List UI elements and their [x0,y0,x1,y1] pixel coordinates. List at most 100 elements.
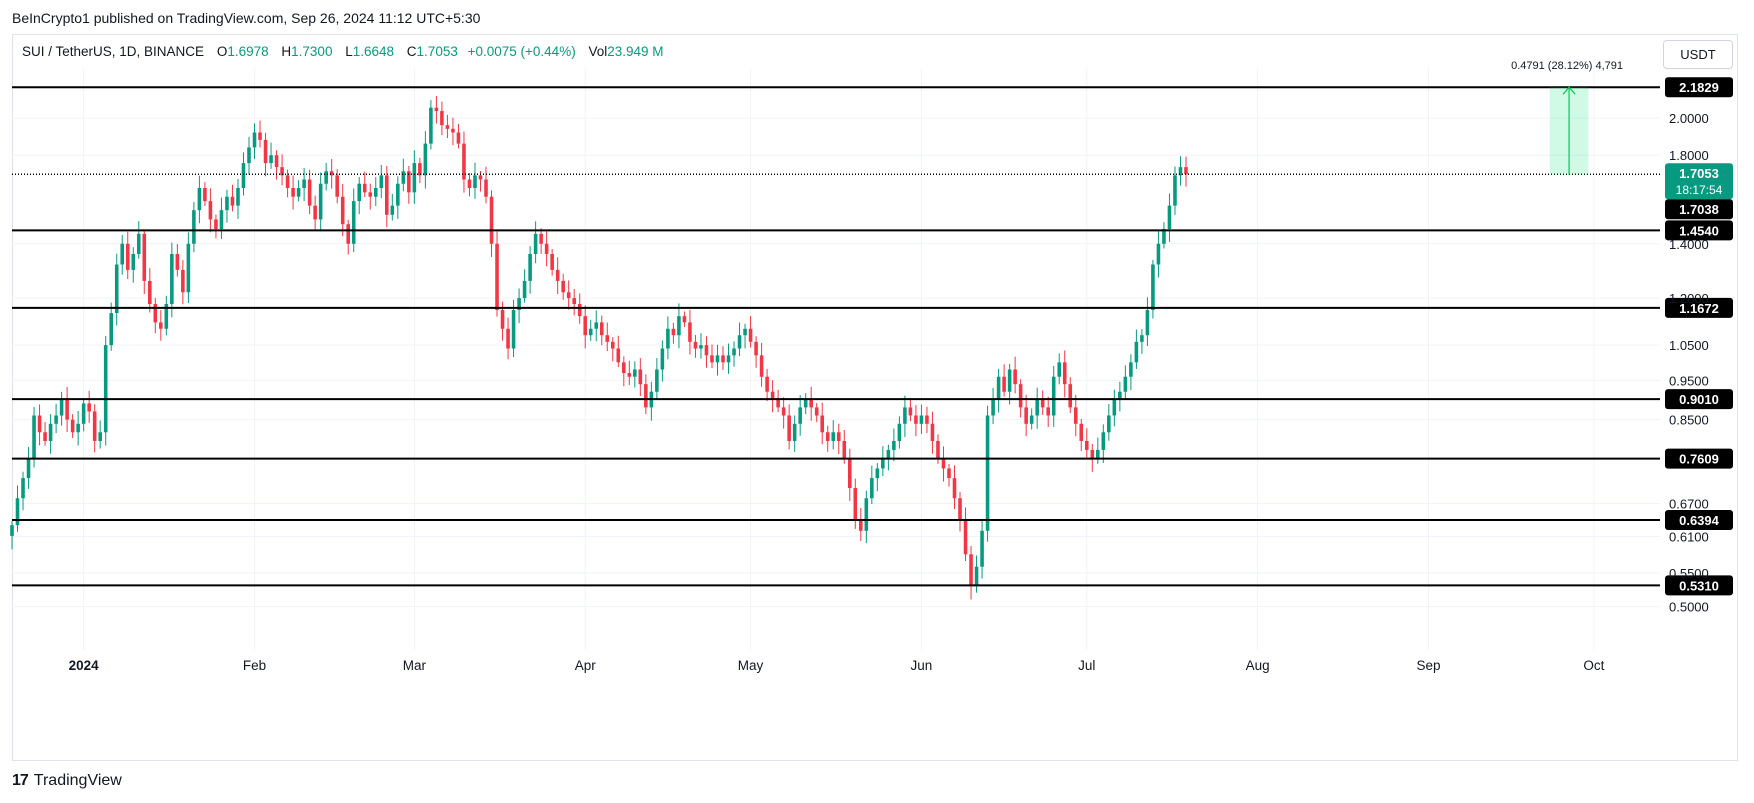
candle-body [329,171,334,176]
x-tick-label: Apr [575,658,597,673]
candle-body [715,355,720,363]
candle-body [407,171,411,193]
candle-body [638,369,643,385]
candle-body [313,205,317,220]
candle-body [186,243,191,293]
candle-body [533,233,538,254]
candle-body [1129,362,1133,377]
candle-body [925,415,929,424]
measure-arrow-head [1562,86,1576,95]
candle-body [732,348,736,356]
candle-body [677,316,681,336]
candle-body [76,423,80,433]
level-price-label: 0.7609 [1679,452,1719,467]
candle-body [666,328,670,349]
candle-body [958,498,962,520]
candle-body [831,432,836,441]
candle-body [622,362,626,374]
candle-body [710,355,714,363]
candle-body [776,399,780,408]
candle-body [1096,449,1100,460]
candle-body [241,163,246,189]
candle-body [1140,335,1144,342]
candle-body [346,224,351,244]
candle-body [809,399,813,408]
candle-body [1029,415,1034,424]
candle-body [748,328,753,342]
level-price-tag [1665,509,1733,530]
candle-body [445,125,450,129]
level-price-label: 1.4540 [1679,223,1719,238]
candle-body [974,566,979,587]
candle-body [203,188,207,202]
candle-body [412,163,417,193]
candle-body [1167,205,1172,229]
candle-body [302,179,306,189]
candle-body [1118,391,1122,400]
candle-body [59,399,64,416]
candle-body [765,376,769,392]
candle-body [704,345,709,356]
candle-body [418,163,422,176]
candle-body [136,233,141,254]
candle-body [754,341,758,356]
level-price-tag [1665,220,1733,241]
candle-body [103,345,108,433]
candle-body [192,210,196,244]
candle-body [15,498,20,526]
candle-body [1002,376,1006,392]
candle-body [1073,407,1078,424]
candle-body [903,407,907,424]
published-by-text: BeInCrypto1 published on TradingView.com… [12,10,481,26]
x-tick-label: 2024 [69,658,100,673]
candle-body [21,478,25,499]
candle-body [737,335,742,349]
candle-body [1013,369,1017,385]
x-tick-label: Jun [911,658,933,673]
candle-body [963,519,968,555]
candle-body [539,233,543,244]
candle-body [825,432,830,441]
volume-label: Vol [588,44,608,59]
candle-body [429,107,433,144]
candle-body [881,459,885,469]
candle-body [269,155,273,164]
candle-body [81,403,86,424]
currency-button[interactable]: USDT [1663,40,1733,69]
candle-body [594,322,599,329]
chart-frame [12,34,1738,761]
candle-body [70,419,75,433]
candle-body [1162,228,1166,244]
candle-body [820,415,825,433]
candle-body [396,183,400,206]
candle-body [252,132,257,148]
candle-body [870,478,874,499]
candle-body [92,411,97,441]
candle-body [1112,399,1117,416]
candle-body [32,415,36,460]
candle-body [985,415,990,531]
candle-body [853,488,858,520]
y-tick-label: 1.8000 [1669,148,1709,163]
footer: 17 TradingView [12,772,122,790]
candle-body [230,196,235,206]
candle-body [291,188,295,197]
candle-body [495,243,499,311]
candle-body [1151,264,1155,311]
close-value: 1.7053 [416,44,458,59]
candle-body [1007,369,1012,392]
candle-body [517,298,521,311]
candle-body [759,355,764,377]
price-range-measure: 0.4791 (28.12%) 4,791 [1511,60,1623,175]
y-tick-label: 0.9500 [1669,373,1709,388]
candle-body [142,233,147,281]
candle-body [599,322,604,336]
candle-body [440,111,444,126]
candle-body [792,423,797,441]
candle-body [307,179,312,206]
level-price-tag [1665,77,1733,98]
candle-body [875,468,880,479]
candle-body [318,183,323,220]
candle-body [693,341,698,349]
